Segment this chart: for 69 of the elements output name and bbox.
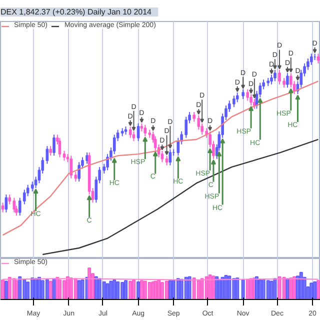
candlestick: [242, 88, 244, 100]
bar: [313, 281, 317, 300]
bar: [102, 281, 106, 300]
bar: [176, 278, 180, 300]
bar: [286, 278, 290, 300]
candlestick: [197, 114, 200, 130]
bar: [188, 276, 192, 300]
candlestick: [246, 88, 250, 102]
bar: [4, 280, 8, 300]
candlestick: [274, 69, 276, 82]
bar: [88, 267, 92, 300]
candlestick: [236, 92, 239, 103]
bar: [289, 278, 293, 300]
bar: [74, 278, 78, 300]
bar: [26, 282, 30, 300]
candlestick: [62, 150, 66, 162]
bar: [204, 276, 208, 300]
bar: [148, 282, 152, 300]
candlestick: [165, 155, 168, 166]
candlestick: [250, 94, 252, 106]
candlestick: [192, 111, 196, 122]
bar: [116, 281, 120, 300]
candlestick: [70, 155, 73, 179]
candlestick: [12, 197, 16, 213]
bar: [196, 280, 200, 300]
candlestick: [1, 202, 4, 213]
bar: [310, 282, 314, 300]
candlestick: [184, 116, 188, 138]
candlestick: [168, 148, 172, 166]
bar: [168, 280, 172, 300]
bar: [292, 276, 296, 300]
candlestick: [286, 72, 289, 88]
bar: [1, 279, 5, 300]
candlestick: [49, 145, 52, 156]
bar: [246, 278, 250, 300]
candlestick: [232, 95, 236, 108]
candlestick: [132, 130, 136, 142]
bar: [236, 278, 240, 300]
bar: [266, 280, 270, 300]
candlestick: [270, 74, 273, 85]
candlestick: [52, 134, 56, 156]
candlestick: [316, 53, 320, 64]
bar: [66, 276, 70, 300]
bar: [184, 276, 188, 300]
bar: [316, 280, 320, 300]
bar: [296, 276, 300, 300]
bar: [94, 276, 98, 300]
bar: [124, 280, 128, 300]
candlestick: [46, 145, 49, 164]
bar: [18, 276, 22, 300]
bar: [273, 278, 277, 300]
chart-title: DEX 1,842.37 (+0.23%) Daily Jan 10 2014: [0, 8, 152, 16]
bar: [128, 280, 132, 300]
bar: [212, 276, 216, 300]
bar: [140, 280, 144, 300]
candlestick: [144, 124, 147, 137]
candlestick: [8, 194, 12, 205]
bar: [80, 279, 84, 300]
bar: [14, 280, 18, 300]
bar: [241, 279, 245, 300]
bar: [45, 279, 49, 300]
bar: [136, 281, 140, 300]
candlestick: [58, 137, 62, 158]
candlestick: [136, 122, 140, 142]
bar: [132, 279, 136, 300]
bar: [228, 276, 232, 300]
bar: [48, 280, 52, 300]
candlestick: [78, 162, 80, 182]
candlestick: [86, 152, 88, 164]
